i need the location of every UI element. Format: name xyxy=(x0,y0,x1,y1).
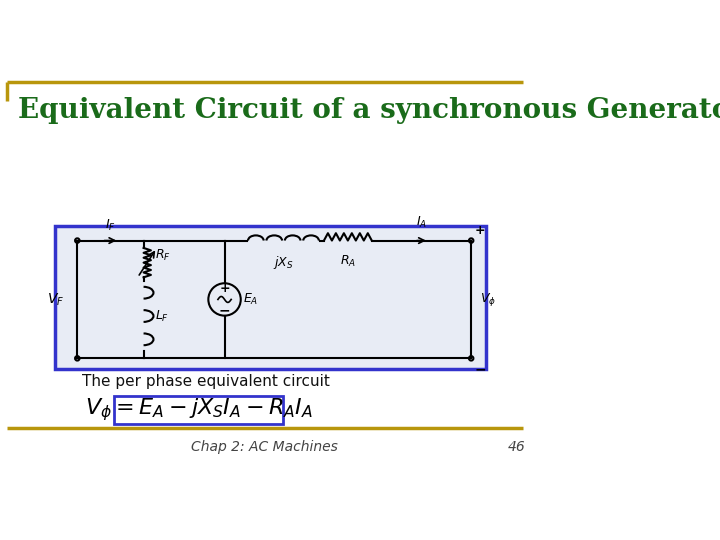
Text: Equivalent Circuit of a synchronous Generator: Equivalent Circuit of a synchronous Gene… xyxy=(19,97,720,124)
Text: −: − xyxy=(475,362,487,376)
FancyBboxPatch shape xyxy=(55,226,486,369)
Text: $E_A$: $E_A$ xyxy=(243,292,258,307)
Text: $R_A$: $R_A$ xyxy=(340,254,356,269)
Text: $V_F$: $V_F$ xyxy=(47,291,64,308)
Text: +: + xyxy=(219,282,230,295)
FancyBboxPatch shape xyxy=(114,396,284,424)
Text: $R_F$: $R_F$ xyxy=(156,248,171,263)
Text: Chap 2: AC Machines: Chap 2: AC Machines xyxy=(192,440,338,454)
Text: The per phase equivalent circuit: The per phase equivalent circuit xyxy=(82,374,330,389)
Text: −: − xyxy=(219,303,230,318)
Text: $I_F$: $I_F$ xyxy=(105,218,116,233)
Text: $V_\phi$: $V_\phi$ xyxy=(480,291,496,308)
Text: $jX_S$: $jX_S$ xyxy=(273,254,294,271)
Text: $L_F$: $L_F$ xyxy=(156,308,169,323)
Text: $I_A$: $I_A$ xyxy=(416,215,427,230)
Text: $V_{\phi} = E_A - jX_S I_A - R_A I_A$: $V_{\phi} = E_A - jX_S I_A - R_A I_A$ xyxy=(85,396,312,423)
Text: 46: 46 xyxy=(508,440,526,454)
Text: +: + xyxy=(475,224,485,237)
